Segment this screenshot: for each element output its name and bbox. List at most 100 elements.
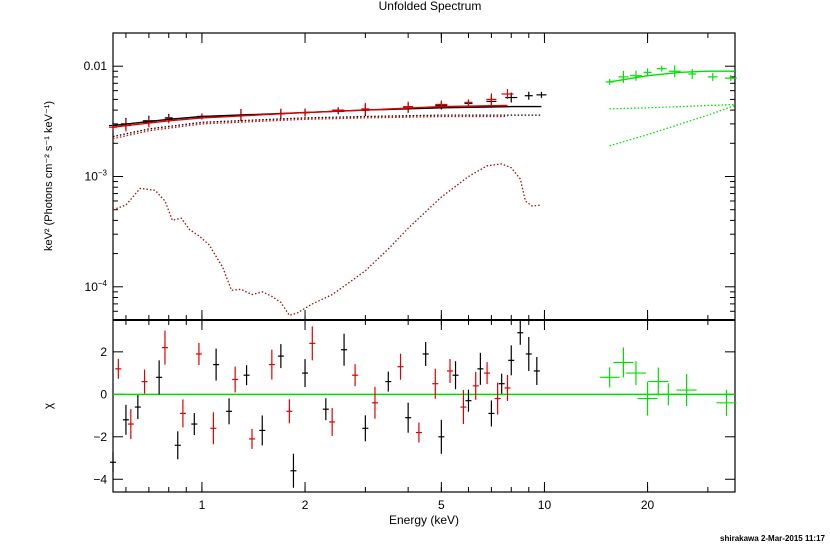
residual-point bbox=[156, 360, 163, 395]
residual-point bbox=[248, 428, 255, 449]
residual-point bbox=[525, 336, 532, 371]
top-y-tick-label: 10−4 bbox=[85, 279, 108, 294]
residual-point bbox=[432, 368, 439, 399]
residual-point bbox=[232, 366, 239, 393]
residual-point bbox=[613, 347, 634, 378]
residual-point bbox=[508, 345, 515, 376]
residual-point bbox=[195, 342, 202, 365]
residual-point bbox=[115, 358, 122, 379]
top-data-point bbox=[403, 101, 414, 112]
top-data-point bbox=[668, 65, 681, 78]
residual-point bbox=[352, 364, 359, 387]
bottom-y-tick-label: −4 bbox=[93, 472, 107, 486]
residual-point bbox=[210, 412, 217, 445]
residual-point bbox=[533, 356, 540, 385]
residual-point bbox=[676, 374, 697, 407]
residual-point bbox=[329, 407, 336, 436]
model-line bbox=[112, 105, 542, 127]
x-axis-label: Energy (keV) bbox=[389, 513, 459, 527]
top-data-point bbox=[656, 65, 667, 72]
x-tick-label: 20 bbox=[641, 498, 655, 512]
top-panel-series bbox=[109, 65, 737, 317]
residual-point bbox=[716, 389, 737, 416]
top-data-point bbox=[361, 102, 370, 115]
bottom-y-axis-label: χ bbox=[41, 402, 55, 409]
residual-point bbox=[341, 333, 348, 366]
residual-point bbox=[134, 395, 141, 420]
residual-point bbox=[290, 453, 297, 488]
residual-point bbox=[161, 330, 168, 365]
residual-point bbox=[385, 371, 392, 392]
residual-point bbox=[371, 386, 378, 419]
residual-point bbox=[422, 341, 429, 366]
residual-point bbox=[259, 415, 266, 446]
top-y-tick-label: 0.01 bbox=[84, 59, 108, 73]
top-y-tick-label: 10−3 bbox=[85, 169, 108, 184]
residual-point bbox=[141, 369, 148, 394]
residual-point bbox=[286, 399, 293, 424]
residual-point bbox=[174, 431, 181, 460]
residual-point bbox=[637, 381, 658, 416]
residual-point bbox=[277, 344, 284, 369]
bottom-panel-frame bbox=[112, 319, 736, 493]
residual-point bbox=[472, 371, 479, 400]
x-tick-label: 5 bbox=[438, 498, 445, 512]
residual-point bbox=[460, 390, 467, 425]
top-data-point bbox=[707, 72, 718, 81]
residual-point bbox=[452, 361, 459, 390]
x-tick-label: 10 bbox=[538, 498, 552, 512]
top-y-axis-label: keV² (Photons cm⁻² s⁻¹ keV⁻¹) bbox=[43, 101, 55, 251]
residual-point bbox=[122, 404, 129, 435]
model-component-dotted bbox=[609, 104, 736, 147]
top-data-point bbox=[643, 68, 652, 77]
top-y-tick-base: 10 bbox=[85, 170, 99, 184]
bottom-panel-ticks: 2 0 −2 −4 bbox=[93, 345, 735, 486]
residual-point bbox=[648, 367, 669, 396]
residual-point bbox=[322, 398, 329, 421]
top-y-tick-base: 10 bbox=[85, 280, 99, 294]
model-component-dotted bbox=[112, 115, 508, 140]
residual-point bbox=[498, 373, 505, 394]
residual-point bbox=[127, 409, 134, 440]
bottom-panel: 2 0 −2 −4 bbox=[93, 319, 737, 493]
residual-point bbox=[415, 422, 422, 443]
bottom-panel-series bbox=[110, 320, 737, 488]
bottom-y-tick-label: −2 bbox=[93, 430, 107, 444]
top-data-point bbox=[536, 91, 547, 98]
residual-point bbox=[465, 389, 472, 412]
model-line bbox=[112, 104, 508, 128]
model-line bbox=[609, 70, 735, 83]
residual-point bbox=[504, 374, 511, 401]
residual-point bbox=[658, 383, 679, 406]
residual-point bbox=[213, 348, 220, 381]
top-data-point bbox=[332, 107, 345, 114]
residual-point bbox=[226, 398, 233, 425]
footer-credit: shirakawa 2-Mar-2015 11:17 bbox=[720, 534, 826, 543]
x-tick-label: 1 bbox=[199, 498, 206, 512]
x-tick-label: 2 bbox=[302, 498, 309, 512]
model-component-dotted bbox=[112, 114, 542, 138]
model-component-dotted bbox=[609, 103, 736, 110]
top-data-point bbox=[724, 75, 737, 82]
top-data-point bbox=[486, 93, 497, 106]
bottom-y-tick-label: 2 bbox=[100, 345, 107, 359]
residual-point bbox=[362, 415, 369, 442]
model-component-dotted bbox=[112, 163, 542, 317]
residual-point bbox=[302, 359, 309, 388]
residual-point bbox=[179, 399, 186, 428]
top-data-point bbox=[464, 99, 473, 106]
top-y-tick-exponent: −4 bbox=[98, 279, 108, 288]
top-data-point bbox=[629, 70, 642, 81]
residual-point bbox=[405, 402, 412, 433]
top-data-point bbox=[501, 88, 514, 99]
residual-point bbox=[268, 349, 275, 380]
residual-point bbox=[625, 361, 646, 386]
residual-point bbox=[484, 362, 491, 385]
bottom-y-tick-label: 0 bbox=[100, 387, 107, 401]
residual-point bbox=[397, 353, 404, 380]
residual-point bbox=[488, 400, 495, 427]
residual-point bbox=[599, 367, 620, 388]
